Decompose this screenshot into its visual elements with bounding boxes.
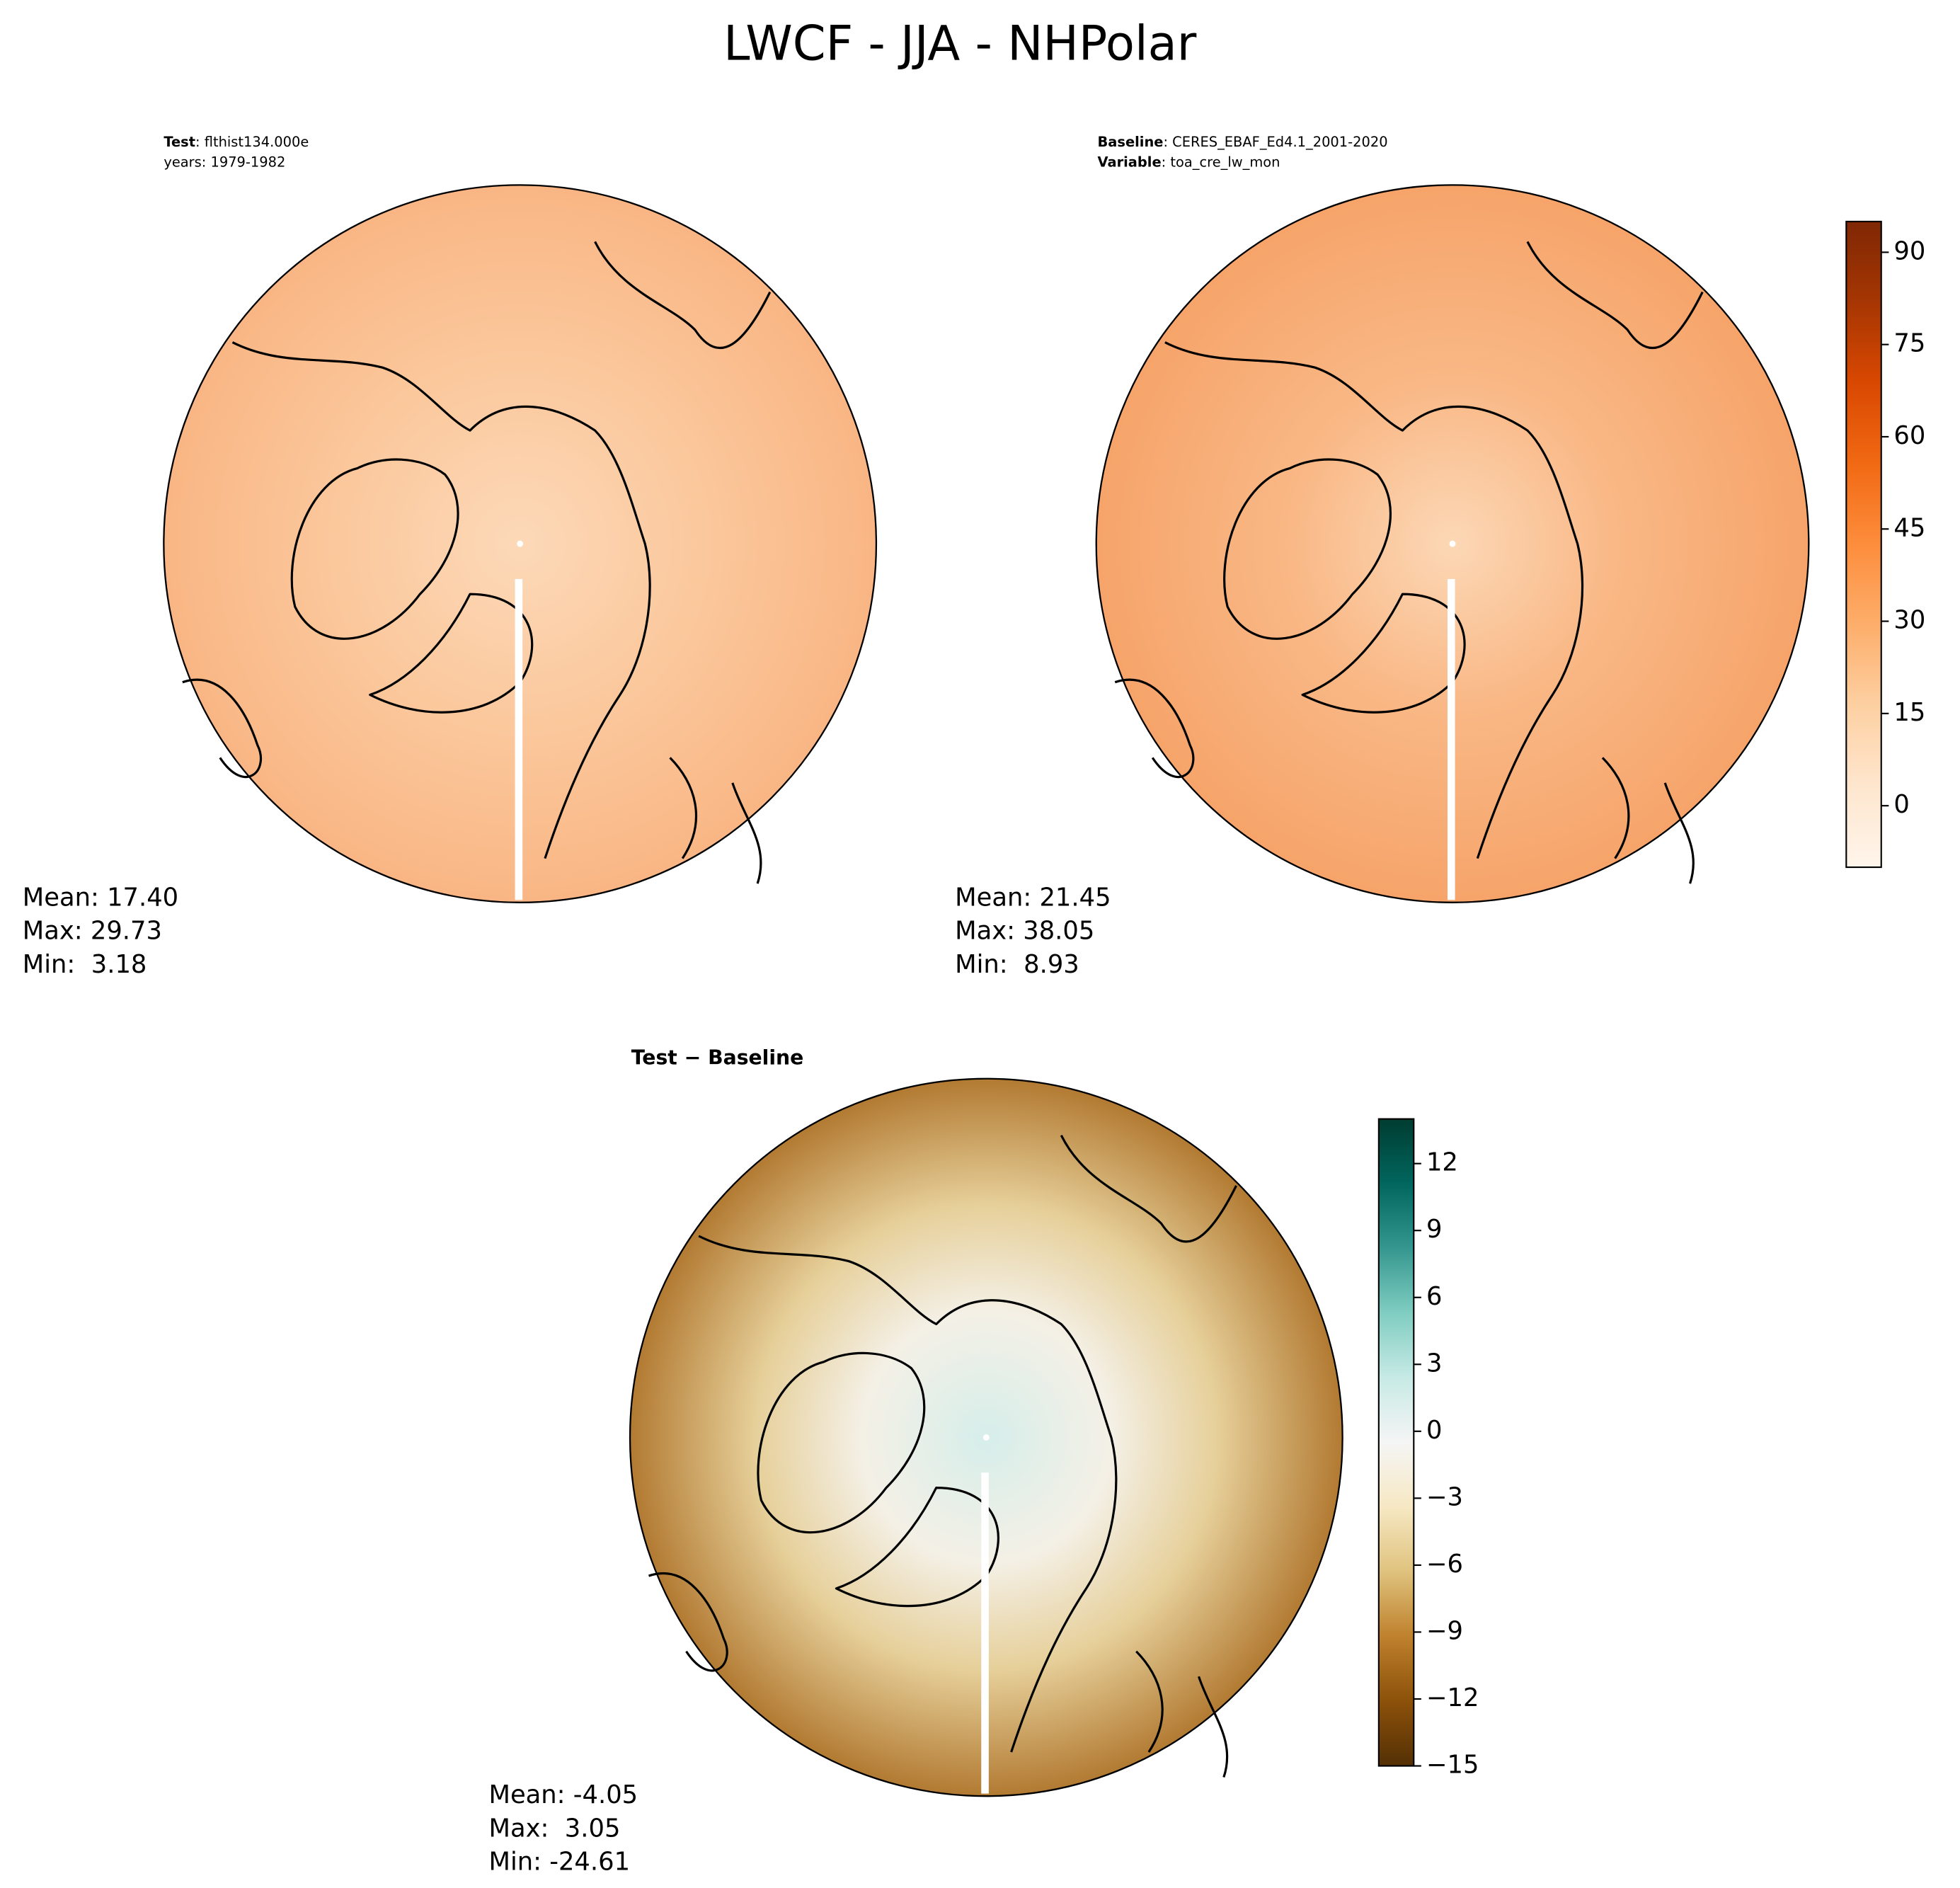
annotation: Variable: toa_cre_lw_mon (1097, 154, 1280, 170)
colorbar (1377, 1118, 1415, 1767)
annotation-text: : toa_cre_lw_mon (1162, 154, 1280, 170)
colorbar-tick-label: 60 (1893, 421, 1925, 450)
colorbar-tick-label: −12 (1426, 1683, 1479, 1712)
annotation-text: years: 1979-1982 (164, 154, 285, 170)
colorbar-tick-label: 30 (1893, 605, 1925, 634)
stat-line: Min: 8.93 (955, 950, 1079, 979)
annotation: Test: flthist134.000e (164, 133, 309, 149)
stat-line: Max: 29.73 (23, 917, 162, 946)
missing-strip (1447, 578, 1455, 900)
stat-line: Max: 38.05 (955, 917, 1094, 946)
missing-strip (981, 1472, 989, 1794)
colorbar-tick-label: −9 (1426, 1616, 1463, 1645)
annotation: years: 1979-1982 (164, 154, 285, 170)
colorbar-tick-label: 0 (1893, 790, 1909, 819)
colorbar-tick-label: −6 (1426, 1550, 1463, 1579)
annotation-key: Variable (1097, 154, 1161, 170)
map-boundary (1095, 184, 1810, 903)
annotation-text: : flthist134.000e (195, 133, 309, 149)
colorbar-tick-label: −15 (1426, 1750, 1479, 1779)
colorbar-tick-label: 9 (1426, 1215, 1442, 1244)
colorbar-tick-label: 15 (1893, 698, 1925, 727)
colorbar-tick-label: −3 (1426, 1482, 1463, 1511)
figure-title: LWCF - JJA - NHPolar (723, 16, 1196, 71)
colorbar-tick-label: 6 (1426, 1282, 1442, 1311)
stat-line: Max: 3.05 (488, 1814, 620, 1843)
stat-line: Mean: 17.40 (23, 883, 178, 912)
map-boundary (163, 184, 878, 903)
colorbar (1845, 220, 1882, 869)
map-boundary (629, 1077, 1343, 1797)
annotation-text: : CERES_EBAF_Ed4.1_2001-2020 (1163, 133, 1387, 149)
annotation-key: Baseline (1097, 133, 1163, 149)
annotation-key: Test (164, 133, 195, 149)
missing-strip (515, 578, 523, 900)
colorbar-tick-label: 90 (1893, 236, 1925, 265)
stat-line: Mean: 21.45 (955, 883, 1111, 912)
colorbar-tick-label: 3 (1426, 1349, 1442, 1378)
colorbar-tick-label: 0 (1426, 1416, 1442, 1445)
stat-line: Mean: -4.05 (488, 1780, 638, 1809)
annotation: Baseline: CERES_EBAF_Ed4.1_2001-2020 (1097, 133, 1387, 149)
colorbar-tick-label: 12 (1426, 1148, 1458, 1177)
stat-line: Min: -24.61 (488, 1847, 630, 1876)
colorbar-tick-label: 45 (1893, 513, 1925, 542)
stat-line: Min: 3.18 (23, 950, 147, 979)
panel-heading: Test − Baseline (631, 1046, 804, 1069)
colorbar-tick-label: 75 (1893, 329, 1925, 358)
